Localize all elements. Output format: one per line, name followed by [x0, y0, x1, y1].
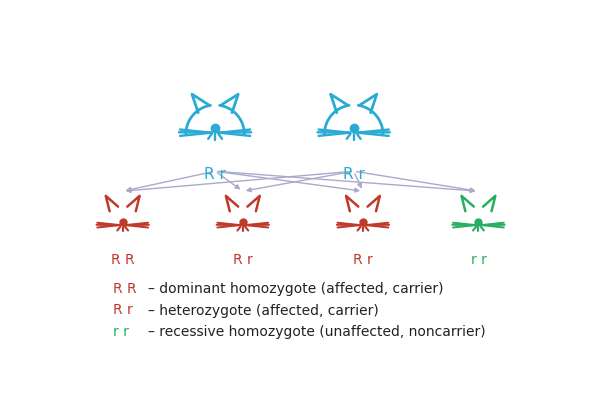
Text: R r: R r: [353, 253, 373, 267]
Text: r r: r r: [470, 253, 487, 267]
Text: – recessive homozygote (unaffected, noncarrier): – recessive homozygote (unaffected, nonc…: [148, 325, 486, 339]
Text: R r: R r: [233, 253, 253, 267]
Text: R r: R r: [204, 166, 226, 182]
Text: R R: R R: [113, 282, 137, 296]
Text: R R: R R: [111, 253, 134, 267]
Text: r r: r r: [113, 325, 130, 339]
Text: R r: R r: [343, 166, 365, 182]
Text: – heterozygote (affected, carrier): – heterozygote (affected, carrier): [148, 304, 379, 318]
Text: R r: R r: [113, 304, 133, 318]
Text: – dominant homozygote (affected, carrier): – dominant homozygote (affected, carrier…: [148, 282, 443, 296]
